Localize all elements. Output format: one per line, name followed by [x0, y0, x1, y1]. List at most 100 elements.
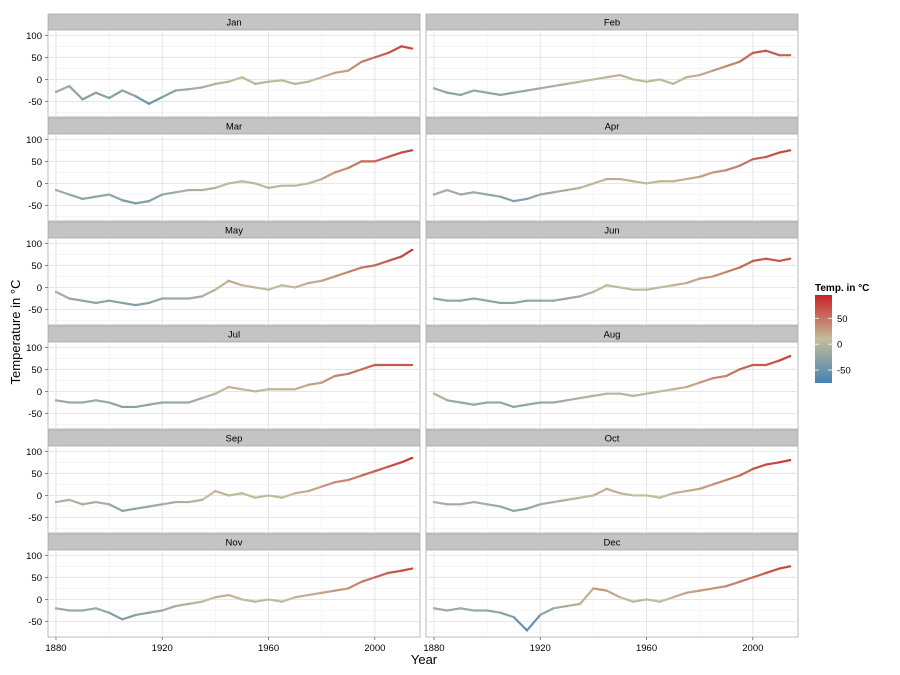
series-line-segment [459, 500, 475, 506]
series-line-segment [174, 188, 190, 194]
series-line-segment [307, 177, 323, 185]
data-point [512, 91, 515, 94]
series-line-segment [387, 255, 403, 263]
data-point [347, 372, 350, 375]
series-line-segment [685, 487, 701, 493]
data-point [605, 589, 608, 592]
y-tick-label: 0 [37, 595, 42, 606]
series-line-segment [725, 368, 741, 378]
series-line-segment [738, 467, 754, 477]
data-point [187, 297, 190, 300]
series-line-segment [618, 596, 635, 603]
series-line-segment [400, 456, 414, 464]
data-point [632, 180, 635, 183]
series-line-segment [486, 299, 502, 305]
data-point [472, 89, 475, 92]
data-point [254, 496, 257, 499]
data-point [672, 180, 675, 183]
data-point [174, 191, 177, 194]
data-point [472, 191, 475, 194]
series-line-segment [187, 295, 204, 300]
series-line-segment [54, 84, 71, 93]
series-line-segment [307, 279, 323, 285]
data-point [68, 193, 71, 196]
y-tick-label: 50 [31, 261, 42, 272]
data-point [472, 500, 475, 504]
data-point [751, 467, 754, 471]
data-point [68, 609, 71, 612]
data-point [499, 611, 502, 614]
data-point [539, 503, 542, 506]
data-point [685, 177, 688, 181]
series-line-segment [672, 489, 688, 495]
data-point [618, 596, 622, 599]
data-point [400, 151, 403, 154]
data-point [765, 363, 768, 367]
data-point [765, 49, 768, 52]
data-point [645, 392, 648, 395]
data-point [788, 54, 792, 57]
series-line-segment [592, 284, 608, 293]
x-tick-label: 2000 [364, 643, 385, 654]
series-line-segment [579, 587, 595, 605]
series-line-segment [94, 399, 111, 404]
series-line-segment [486, 503, 502, 508]
data-point [54, 90, 58, 93]
series-line-segment [320, 71, 337, 79]
series-line-segment [579, 494, 595, 499]
data-point [592, 494, 595, 497]
data-point [658, 496, 661, 499]
series-line-segment [512, 403, 529, 409]
data-point [81, 401, 84, 404]
data-point [54, 399, 58, 402]
series-line-segment [472, 191, 489, 196]
series-line-segment [632, 598, 648, 603]
series-line-segment [294, 383, 310, 391]
series-line-segment [400, 567, 414, 572]
data-point [280, 284, 283, 287]
legend-title: Temp. in °C [815, 283, 869, 294]
data-point [347, 478, 350, 482]
y-tick-label: 50 [31, 53, 42, 64]
data-point [698, 73, 701, 77]
series-line-segment [214, 593, 230, 599]
data-point [387, 465, 390, 468]
y-tick-label: 100 [26, 551, 42, 562]
data-point [94, 399, 97, 402]
series-line-segment [618, 286, 635, 291]
series-line-segment [446, 91, 462, 97]
data-point [778, 359, 781, 362]
data-point [373, 160, 376, 163]
data-point [161, 609, 164, 612]
y-tick-label: 100 [26, 135, 42, 146]
series-line-segment [618, 73, 635, 81]
data-point [360, 266, 363, 269]
legend-tick-label: 50 [837, 314, 848, 325]
data-point [499, 195, 502, 198]
data-point [410, 149, 414, 152]
series-line-segment [698, 171, 715, 178]
data-point [373, 470, 376, 473]
series-line-segment [254, 182, 270, 189]
series-line-segment [121, 199, 137, 205]
data-point [525, 629, 529, 632]
series-line-segment [486, 193, 502, 198]
y-tick-label: 0 [37, 179, 42, 190]
data-point [658, 390, 661, 393]
data-point [605, 76, 608, 79]
data-point [579, 602, 582, 605]
series-line-segment [512, 299, 529, 305]
y-tick-label: -50 [28, 617, 42, 628]
facet-panel [47, 29, 421, 118]
data-point [81, 503, 84, 506]
series-line-segment [108, 503, 124, 513]
data-point [698, 277, 701, 280]
x-tick-label: 2000 [742, 643, 763, 654]
facet-panels: Jan -50 0 50 100 Feb Mar -50 0 50 100 Apr May -50 0 50 1… [26, 13, 799, 654]
series-line-segment [725, 474, 741, 482]
data-point [565, 188, 568, 192]
series-line-segment [685, 175, 701, 181]
series-line-segment [605, 73, 622, 79]
data-point [459, 503, 462, 506]
series-line-segment [565, 602, 582, 608]
